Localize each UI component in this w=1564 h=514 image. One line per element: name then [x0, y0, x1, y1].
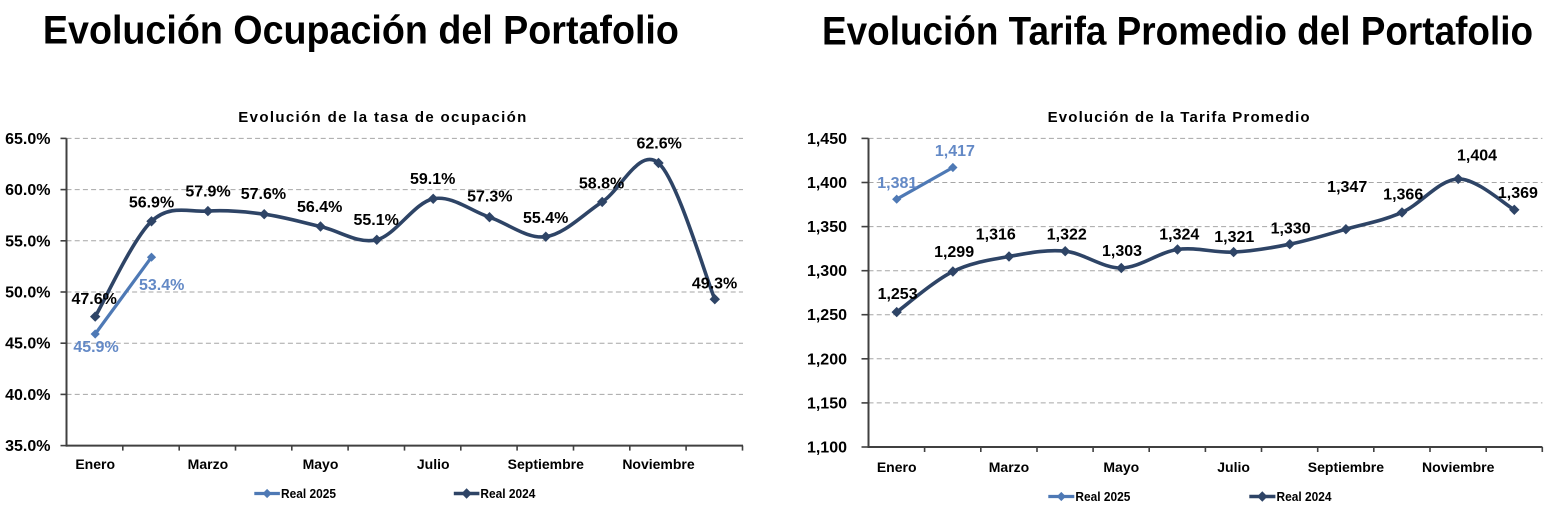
svg-text:58.8%: 58.8%	[579, 176, 624, 193]
svg-text:45.0%: 45.0%	[5, 336, 50, 353]
svg-text:1,322: 1,322	[1047, 226, 1087, 243]
svg-text:1,450: 1,450	[807, 131, 847, 148]
svg-text:1,321: 1,321	[1214, 229, 1254, 246]
svg-text:Evolución Tarifa Promedio del: Evolución Tarifa Promedio del Portafolio	[822, 10, 1533, 54]
svg-text:1,366: 1,366	[1383, 187, 1423, 204]
svg-text:47.6%: 47.6%	[72, 291, 117, 308]
svg-text:1,100: 1,100	[807, 440, 847, 457]
svg-text:56.9%: 56.9%	[129, 195, 174, 212]
svg-text:1,347: 1,347	[1327, 179, 1367, 196]
svg-text:56.4%: 56.4%	[297, 199, 342, 216]
svg-text:55.1%: 55.1%	[354, 212, 399, 229]
svg-text:55.0%: 55.0%	[5, 233, 50, 250]
svg-text:1,316: 1,316	[976, 226, 1016, 243]
svg-text:Noviembre: Noviembre	[622, 456, 695, 472]
svg-text:1,400: 1,400	[807, 175, 847, 192]
svg-text:57.3%: 57.3%	[467, 188, 512, 205]
svg-text:1,381: 1,381	[877, 175, 917, 192]
svg-text:Mayo: Mayo	[303, 456, 339, 472]
svg-text:1,369: 1,369	[1498, 185, 1538, 202]
svg-text:1,350: 1,350	[807, 219, 847, 236]
svg-text:1,300: 1,300	[807, 263, 847, 280]
svg-text:60.0%: 60.0%	[5, 182, 50, 199]
svg-text:1,150: 1,150	[807, 395, 847, 412]
svg-text:Evolución Ocupación del Portaf: Evolución Ocupación del Portafolio	[43, 9, 679, 53]
svg-text:Evolución de la Tarifa Promedi: Evolución de la Tarifa Promedio	[1048, 109, 1310, 126]
svg-text:62.6%: 62.6%	[637, 136, 682, 153]
svg-text:1,250: 1,250	[807, 307, 847, 324]
svg-text:53.4%: 53.4%	[139, 277, 184, 294]
svg-text:45.9%: 45.9%	[73, 339, 118, 356]
svg-text:59.1%: 59.1%	[410, 171, 455, 188]
svg-text:57.9%: 57.9%	[185, 184, 230, 201]
svg-text:Real 2025: Real 2025	[281, 486, 336, 501]
svg-text:50.0%: 50.0%	[5, 285, 50, 302]
svg-text:1,324: 1,324	[1159, 226, 1199, 243]
svg-text:1,299: 1,299	[934, 244, 974, 261]
svg-text:1,253: 1,253	[878, 286, 918, 303]
svg-text:55.4%: 55.4%	[523, 210, 568, 227]
svg-text:Enero: Enero	[75, 456, 115, 472]
svg-text:1,303: 1,303	[1102, 243, 1142, 260]
svg-text:57.6%: 57.6%	[241, 186, 286, 203]
svg-text:Evolución de la tasa de ocupac: Evolución de la tasa de ocupación	[238, 109, 526, 126]
svg-text:1,200: 1,200	[807, 351, 847, 368]
svg-text:35.0%: 35.0%	[5, 438, 50, 455]
svg-text:Julio: Julio	[417, 456, 450, 472]
svg-text:Marzo: Marzo	[188, 456, 228, 472]
svg-text:65.0%: 65.0%	[5, 131, 50, 148]
svg-text:Julio: Julio	[1217, 459, 1250, 475]
svg-text:Real 2024: Real 2024	[1277, 489, 1333, 504]
svg-text:Real 2024: Real 2024	[480, 486, 536, 501]
svg-text:Septiembre: Septiembre	[1308, 459, 1384, 475]
svg-text:49.3%: 49.3%	[692, 276, 737, 293]
svg-text:Noviembre: Noviembre	[1422, 459, 1495, 475]
svg-text:1,330: 1,330	[1271, 220, 1311, 237]
svg-text:40.0%: 40.0%	[5, 387, 50, 404]
svg-text:Septiembre: Septiembre	[508, 456, 584, 472]
svg-text:1,417: 1,417	[935, 143, 975, 160]
svg-text:Mayo: Mayo	[1103, 459, 1139, 475]
svg-text:Marzo: Marzo	[989, 459, 1029, 475]
svg-text:Enero: Enero	[877, 459, 917, 475]
svg-text:1,404: 1,404	[1457, 148, 1497, 165]
svg-text:Real 2025: Real 2025	[1075, 489, 1130, 504]
